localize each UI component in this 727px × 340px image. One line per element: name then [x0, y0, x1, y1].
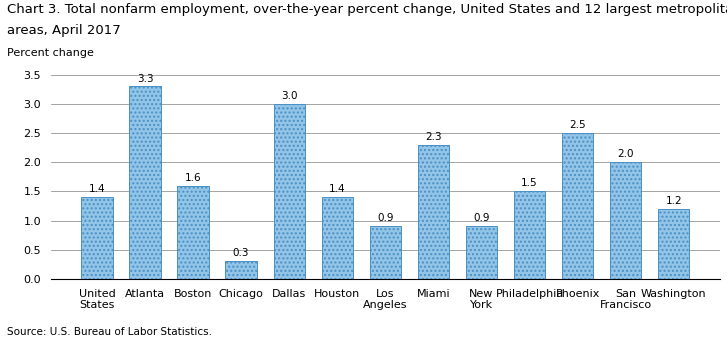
Bar: [177, 186, 209, 279]
Text: 3.3: 3.3: [137, 73, 153, 84]
Text: 1.5: 1.5: [521, 178, 538, 188]
Bar: [321, 197, 353, 279]
Bar: [370, 226, 401, 279]
Text: 1.4: 1.4: [89, 184, 105, 194]
Bar: [610, 162, 641, 279]
Text: 1.6: 1.6: [185, 173, 201, 183]
Text: Source: U.S. Bureau of Labor Statistics.: Source: U.S. Bureau of Labor Statistics.: [7, 327, 212, 337]
Bar: [562, 133, 593, 279]
Bar: [225, 261, 257, 279]
Text: 3.0: 3.0: [281, 91, 297, 101]
Bar: [81, 197, 113, 279]
Text: Percent change: Percent change: [7, 48, 94, 57]
Bar: [129, 86, 161, 279]
Text: 1.2: 1.2: [665, 196, 682, 206]
Bar: [466, 226, 497, 279]
Text: Chart 3. Total nonfarm employment, over-the-year percent change, United States a: Chart 3. Total nonfarm employment, over-…: [7, 3, 727, 16]
Text: 0.9: 0.9: [377, 214, 393, 223]
Text: areas, April 2017: areas, April 2017: [7, 24, 121, 37]
Bar: [514, 191, 545, 279]
Bar: [273, 104, 305, 279]
Text: 2.3: 2.3: [425, 132, 442, 142]
Text: 2.0: 2.0: [617, 149, 634, 159]
Text: 0.3: 0.3: [233, 249, 249, 258]
Bar: [658, 209, 689, 279]
Text: 2.5: 2.5: [569, 120, 586, 130]
Text: 1.4: 1.4: [329, 184, 345, 194]
Text: 0.9: 0.9: [473, 214, 490, 223]
Bar: [418, 145, 449, 279]
